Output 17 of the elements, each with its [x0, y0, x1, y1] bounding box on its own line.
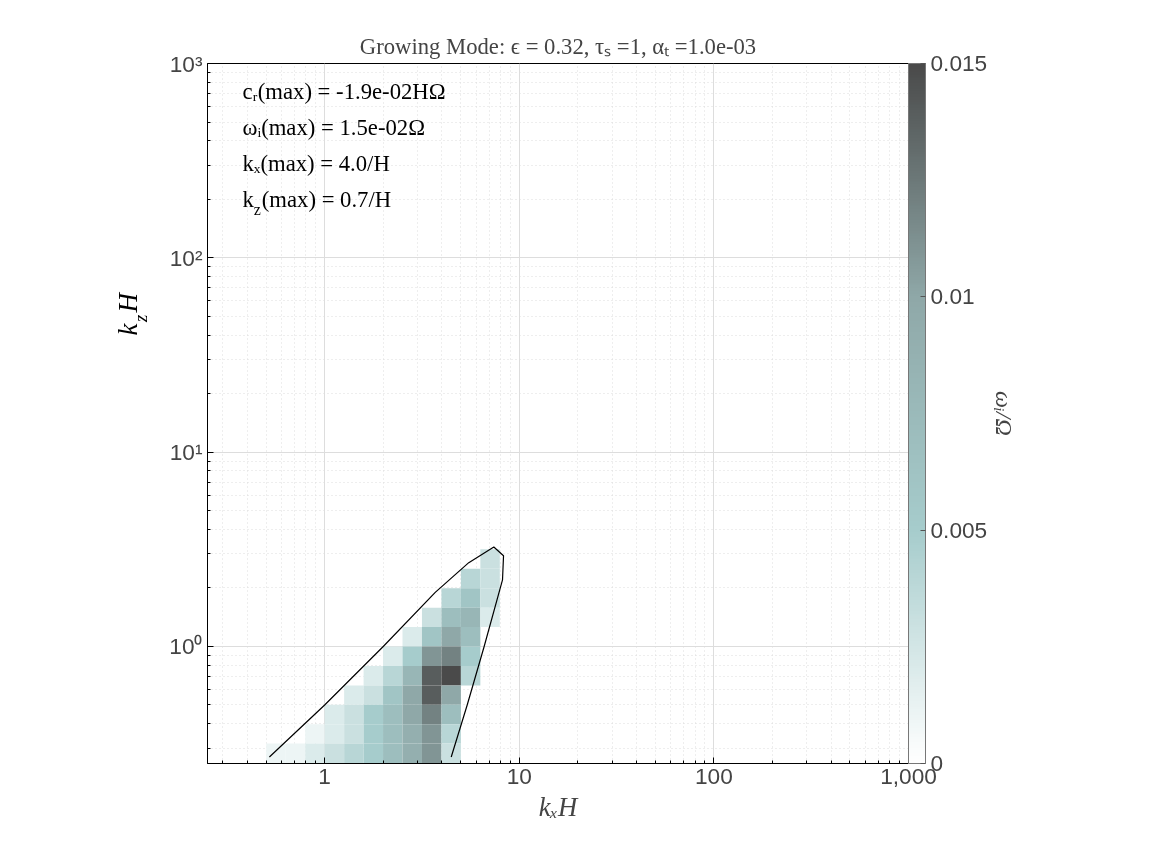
y-tick-label: 10² [169, 244, 203, 271]
chart-title: Growing Mode: ϵ = 0.32, τₛ =1, αₜ =1.0e-03 [359, 33, 757, 59]
x-axis-title: kₓH [538, 791, 580, 822]
x-tick-label: 100 [694, 762, 733, 789]
y-axis-title: kzH [112, 291, 151, 336]
color-bar-title: ωᵢ/Ω [990, 391, 1017, 436]
y-tick-label: 10⁰ [169, 633, 203, 660]
x-tick-label: 10 [506, 762, 532, 789]
annotation: cᵣ(max) = -1.9e-02HΩ [242, 78, 446, 104]
annotation: ωᵢ(max) = 1.5e-02Ω [242, 114, 425, 140]
color-bar-label: 0.01 [930, 283, 975, 310]
y-tick-label: 10³ [169, 50, 203, 77]
y-tick-label: 10¹ [169, 439, 203, 466]
color-bar-label: 0.015 [930, 50, 988, 76]
color-bar-label: 0.005 [930, 516, 988, 543]
annotation: kₓ(max) = 4.0/H [242, 150, 390, 176]
x-tick-label: 1 [318, 762, 331, 789]
